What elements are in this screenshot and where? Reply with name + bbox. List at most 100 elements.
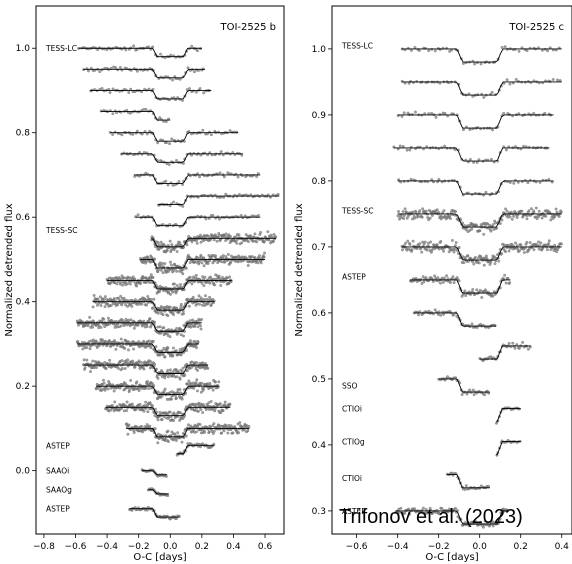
light-curve — [150, 230, 278, 254]
model-curve — [496, 408, 521, 423]
data-point — [493, 255, 496, 259]
data-point — [185, 88, 189, 92]
data-point — [131, 132, 135, 136]
light-curve — [77, 44, 202, 59]
model-curve — [100, 111, 171, 121]
data-point — [126, 304, 129, 308]
y-tick-label: 1.0 — [312, 45, 327, 55]
data-point — [159, 240, 163, 244]
data-point — [119, 337, 123, 341]
data-point — [527, 347, 530, 351]
data-point — [396, 214, 400, 218]
data-point — [157, 268, 161, 272]
data-point — [148, 281, 152, 284]
data-point — [430, 214, 434, 217]
light-curve — [400, 239, 563, 267]
data-point — [427, 49, 431, 52]
data-point — [178, 77, 182, 81]
data-point — [198, 423, 202, 426]
data-point — [167, 440, 170, 443]
data-point — [253, 232, 257, 236]
data-point — [423, 240, 427, 244]
data-point — [159, 264, 163, 267]
data-point — [418, 209, 422, 213]
data-point — [518, 346, 521, 350]
data-point — [163, 97, 167, 100]
data-point — [164, 179, 168, 183]
data-point — [405, 210, 408, 214]
data-point — [473, 62, 477, 66]
x-tick-label: −0.6 — [65, 542, 87, 552]
data-point — [463, 488, 467, 491]
light-curve — [124, 421, 251, 445]
light-curve — [478, 340, 532, 363]
data-point — [489, 229, 493, 233]
data-point — [113, 281, 117, 284]
data-point — [437, 178, 441, 181]
data-point — [224, 192, 228, 196]
data-point — [199, 324, 202, 328]
data-point — [258, 254, 261, 258]
light-curve — [392, 144, 550, 164]
data-point — [554, 207, 558, 211]
data-point — [470, 322, 474, 326]
data-point — [209, 303, 213, 306]
data-point — [99, 304, 103, 307]
data-point — [135, 284, 139, 288]
data-point — [449, 281, 452, 285]
data-point — [508, 181, 512, 184]
data-point — [199, 240, 203, 244]
data-point — [237, 431, 241, 435]
data-point — [193, 260, 197, 264]
data-point — [163, 355, 167, 359]
data-point — [81, 347, 85, 351]
data-point — [222, 175, 226, 179]
data-point — [236, 260, 240, 264]
data-point — [148, 401, 152, 405]
data-point — [190, 282, 194, 286]
data-point — [109, 304, 113, 308]
data-point — [173, 282, 176, 286]
data-point — [200, 303, 204, 307]
data-point — [449, 217, 452, 220]
data-point — [87, 69, 90, 73]
data-point — [91, 305, 95, 309]
data-point — [463, 289, 467, 293]
data-point — [242, 428, 246, 432]
data-point — [498, 222, 502, 225]
data-point — [194, 381, 198, 384]
data-point — [237, 193, 241, 196]
data-point — [229, 260, 233, 264]
data-point — [409, 48, 413, 52]
data-point — [221, 276, 224, 279]
data-point — [274, 235, 278, 239]
data-point — [276, 192, 280, 196]
data-point — [202, 239, 205, 243]
data-point — [237, 233, 241, 237]
data-point — [108, 358, 112, 362]
data-point — [525, 217, 529, 221]
data-point — [206, 366, 210, 370]
data-point — [188, 319, 192, 323]
data-point — [435, 243, 439, 247]
data-point — [170, 397, 173, 401]
data-point — [219, 150, 223, 154]
light-curve — [412, 308, 497, 329]
data-point — [167, 269, 171, 273]
data-point — [95, 366, 98, 369]
data-point — [202, 264, 206, 268]
data-point — [199, 408, 203, 411]
panel-left: −0.8 −0.6 −0.4 −0.2 0.0 0.2 0.4 0.6 0.00.20.40.… — [4, 5, 285, 563]
light-curve — [157, 192, 280, 208]
data-point — [142, 150, 146, 154]
data-point — [120, 303, 124, 307]
data-point — [530, 207, 533, 211]
data-point — [557, 215, 561, 218]
data-point — [132, 431, 136, 434]
data-point — [540, 216, 544, 220]
data-point — [125, 409, 129, 412]
data-point — [99, 325, 103, 329]
data-point — [184, 434, 188, 438]
data-point — [119, 280, 123, 284]
data-point — [195, 361, 199, 364]
